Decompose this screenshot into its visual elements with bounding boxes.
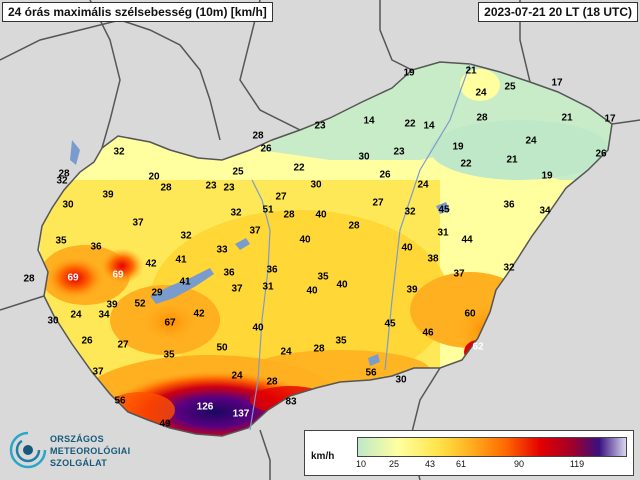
omsz-logo: ORSZÁGOS METEOROLÓGIAI SZOLGÁLAT (8, 428, 138, 474)
lake-neighbour (70, 140, 80, 165)
legend-tick: 119 (569, 459, 585, 469)
legend-tick: 90 (513, 459, 525, 469)
legend-unit: km/h (311, 451, 335, 462)
map-datetime: 2023-07-21 20 LT (18 UTC) (478, 2, 638, 22)
color-legend: km/h 10 25 43 61 90 119 (304, 430, 634, 476)
logo-line-2: METEOROLÓGIAI (50, 446, 131, 456)
omsz-logo-icon (9, 431, 47, 469)
rivers (249, 63, 471, 431)
lake-balaton (150, 268, 214, 304)
map-title: 24 órás maximális szélsebesség (10m) [km… (2, 2, 273, 22)
logo-line-3: SZOLGÁLAT (50, 458, 108, 468)
legend-tick: 43 (424, 459, 436, 469)
logo-line-1: ORSZÁGOS (50, 434, 104, 444)
legend-tick: 10 (355, 459, 367, 469)
legend-color-bar (357, 437, 627, 457)
legend-tick: 61 (455, 459, 467, 469)
lakes (150, 202, 450, 366)
legend-tick: 25 (388, 459, 400, 469)
hungary-border (37, 61, 613, 437)
